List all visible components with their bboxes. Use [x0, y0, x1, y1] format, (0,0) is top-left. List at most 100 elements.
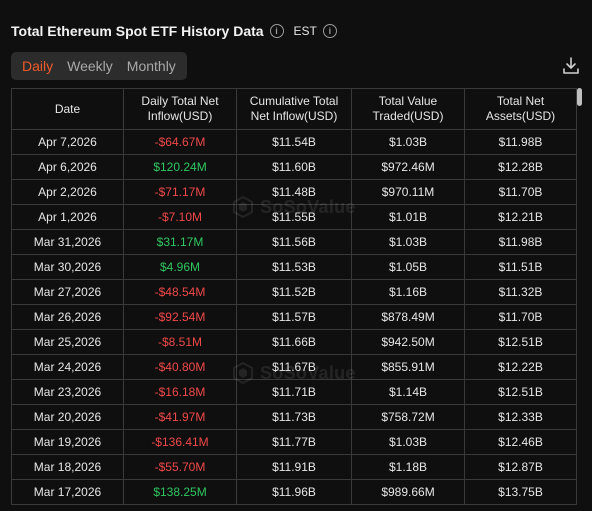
- cumulative-inflow-cell: $11.77B: [236, 429, 352, 455]
- table-row[interactable]: Mar 17,2026 $138.25M $11.96B $989.66M $13.75…: [11, 479, 577, 505]
- daily-inflow-cell: -$55.70M: [123, 454, 237, 480]
- table-row[interactable]: Mar 18,2026 -$55.70M $11.91B $1.18B $12.87B: [11, 454, 577, 480]
- table-body: Apr 7,2026 -$64.67M $11.54B $1.03B $11.98B Ap…: [11, 129, 577, 505]
- net-assets-cell: $11.98B: [464, 229, 577, 255]
- cumulative-inflow-cell: $11.91B: [236, 454, 352, 480]
- cumulative-inflow-cell: $11.57B: [236, 304, 352, 330]
- value-traded-cell: $989.66M: [351, 479, 465, 505]
- net-assets-cell: $12.28B: [464, 154, 577, 180]
- daily-inflow-cell: -$71.17M: [123, 179, 237, 205]
- panel-title: Total Ethereum Spot ETF History Data: [11, 23, 264, 39]
- value-traded-cell: $1.03B: [351, 429, 465, 455]
- net-assets-cell: $11.70B: [464, 179, 577, 205]
- cumulative-inflow-cell: $11.66B: [236, 329, 352, 355]
- cumulative-inflow-cell: $11.71B: [236, 379, 352, 405]
- cumulative-inflow-cell: $11.56B: [236, 229, 352, 255]
- date-cell: Apr 6,2026: [11, 154, 124, 180]
- daily-inflow-cell: -$64.67M: [123, 129, 237, 155]
- tab-weekly[interactable]: Weekly: [67, 58, 113, 74]
- daily-inflow-cell: $31.17M: [123, 229, 237, 255]
- date-cell: Mar 19,2026: [11, 429, 124, 455]
- cumulative-inflow-cell: $11.96B: [236, 479, 352, 505]
- net-assets-cell: $12.87B: [464, 454, 577, 480]
- column-header-net-assets: Total Net Assets(USD): [464, 88, 577, 130]
- table-header-row: Date Daily Total Net Inflow(USD) Cumulat…: [11, 88, 577, 130]
- timezone-label[interactable]: EST: [293, 24, 317, 38]
- cumulative-inflow-cell: $11.54B: [236, 129, 352, 155]
- history-table: Date Daily Total Net Inflow(USD) Cumulat…: [11, 88, 577, 505]
- daily-inflow-cell: $138.25M: [123, 479, 237, 505]
- net-assets-cell: $11.32B: [464, 279, 577, 305]
- date-cell: Apr 7,2026: [11, 129, 124, 155]
- date-cell: Mar 24,2026: [11, 354, 124, 380]
- table-row[interactable]: Apr 7,2026 -$64.67M $11.54B $1.03B $11.98B: [11, 129, 577, 155]
- column-header-value-traded: Total Value Traded(USD): [351, 88, 465, 130]
- table-scrollbar[interactable]: [577, 88, 582, 106]
- daily-inflow-cell: -$92.54M: [123, 304, 237, 330]
- table-row[interactable]: Mar 19,2026 -$136.41M $11.77B $1.03B $12.46B: [11, 429, 577, 455]
- net-assets-cell: $12.33B: [464, 404, 577, 430]
- value-traded-cell: $942.50M: [351, 329, 465, 355]
- value-traded-cell: $758.72M: [351, 404, 465, 430]
- table-row[interactable]: Mar 27,2026 -$48.54M $11.52B $1.16B $11.32B: [11, 279, 577, 305]
- value-traded-cell: $972.46M: [351, 154, 465, 180]
- table-row[interactable]: Mar 31,2026 $31.17M $11.56B $1.03B $11.98B: [11, 229, 577, 255]
- table-row[interactable]: Mar 20,2026 -$41.97M $11.73B $758.72M $12.33…: [11, 404, 577, 430]
- net-assets-cell: $11.51B: [464, 254, 577, 280]
- date-cell: Mar 25,2026: [11, 329, 124, 355]
- net-assets-cell: $12.21B: [464, 204, 577, 230]
- value-traded-cell: $1.03B: [351, 229, 465, 255]
- cumulative-inflow-cell: $11.53B: [236, 254, 352, 280]
- column-header-cumulative-inflow: Cumulative Total Net Inflow(USD): [236, 88, 352, 130]
- value-traded-cell: $855.91M: [351, 354, 465, 380]
- net-assets-cell: $11.98B: [464, 129, 577, 155]
- date-cell: Mar 27,2026: [11, 279, 124, 305]
- cumulative-inflow-cell: $11.73B: [236, 404, 352, 430]
- daily-inflow-cell: -$40.80M: [123, 354, 237, 380]
- daily-inflow-cell: -$8.51M: [123, 329, 237, 355]
- table-row[interactable]: Mar 24,2026 -$40.80M $11.67B $855.91M $12.22…: [11, 354, 577, 380]
- net-assets-cell: $12.22B: [464, 354, 577, 380]
- date-cell: Apr 2,2026: [11, 179, 124, 205]
- tab-daily[interactable]: Daily: [22, 58, 54, 74]
- table-row[interactable]: Mar 30,2026 $4.96M $11.53B $1.05B $11.51B: [11, 254, 577, 280]
- info-icon[interactable]: i: [269, 24, 284, 38]
- date-cell: Mar 20,2026: [11, 404, 124, 430]
- value-traded-cell: $1.05B: [351, 254, 465, 280]
- net-assets-cell: $12.51B: [464, 379, 577, 405]
- daily-inflow-cell: -$48.54M: [123, 279, 237, 305]
- tab-monthly[interactable]: Monthly: [126, 58, 176, 74]
- table-row[interactable]: Mar 25,2026 -$8.51M $11.66B $942.50M $12.51B: [11, 329, 577, 355]
- cumulative-inflow-cell: $11.60B: [236, 154, 352, 180]
- daily-inflow-cell: -$41.97M: [123, 404, 237, 430]
- period-tabs: Daily Weekly Monthly: [11, 52, 187, 80]
- net-assets-cell: $12.51B: [464, 329, 577, 355]
- date-cell: Apr 1,2026: [11, 204, 124, 230]
- cumulative-inflow-cell: $11.55B: [236, 204, 352, 230]
- cumulative-inflow-cell: $11.48B: [236, 179, 352, 205]
- table-row[interactable]: Apr 2,2026 -$71.17M $11.48B $970.11M $11.70B: [11, 179, 577, 205]
- value-traded-cell: $1.03B: [351, 129, 465, 155]
- date-cell: Mar 30,2026: [11, 254, 124, 280]
- download-icon[interactable]: [561, 56, 581, 76]
- column-header-date: Date: [11, 88, 124, 130]
- net-assets-cell: $12.46B: [464, 429, 577, 455]
- value-traded-cell: $878.49M: [351, 304, 465, 330]
- table-row[interactable]: Apr 1,2026 -$7.10M $11.55B $1.01B $12.21B: [11, 204, 577, 230]
- value-traded-cell: $1.14B: [351, 379, 465, 405]
- value-traded-cell: $1.16B: [351, 279, 465, 305]
- daily-inflow-cell: -$136.41M: [123, 429, 237, 455]
- cumulative-inflow-cell: $11.67B: [236, 354, 352, 380]
- table-row[interactable]: Mar 26,2026 -$92.54M $11.57B $878.49M $11.70…: [11, 304, 577, 330]
- date-cell: Mar 23,2026: [11, 379, 124, 405]
- value-traded-cell: $1.01B: [351, 204, 465, 230]
- daily-inflow-cell: -$16.18M: [123, 379, 237, 405]
- daily-inflow-cell: -$7.10M: [123, 204, 237, 230]
- timezone-info-icon[interactable]: i: [322, 24, 337, 38]
- date-cell: Mar 31,2026: [11, 229, 124, 255]
- panel-header: Total Ethereum Spot ETF History Data i E…: [11, 20, 337, 42]
- table-row[interactable]: Apr 6,2026 $120.24M $11.60B $972.46M $12.28B: [11, 154, 577, 180]
- table-row[interactable]: Mar 23,2026 -$16.18M $11.71B $1.14B $12.51B: [11, 379, 577, 405]
- daily-inflow-cell: $4.96M: [123, 254, 237, 280]
